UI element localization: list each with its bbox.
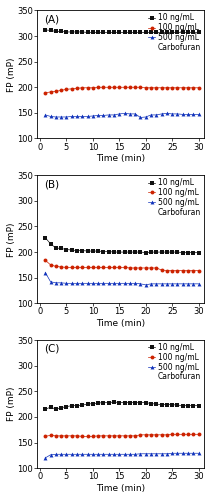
Y-axis label: FP (mP): FP (mP) (7, 57, 16, 92)
X-axis label: Time (min): Time (min) (96, 319, 145, 328)
Y-axis label: FP (mP): FP (mP) (7, 222, 16, 256)
Text: (C): (C) (44, 344, 60, 354)
Legend: 10 ng/mL, 100 ng/mL, 500 ng/mL, Carbofuran: 10 ng/mL, 100 ng/mL, 500 ng/mL, Carbofur… (146, 12, 202, 53)
Y-axis label: FP (mP): FP (mP) (7, 387, 16, 422)
X-axis label: Time (min): Time (min) (96, 154, 145, 164)
X-axis label: Time (min): Time (min) (96, 484, 145, 493)
Legend: 10 ng/mL, 100 ng/mL, 500 ng/mL, Carbofuran: 10 ng/mL, 100 ng/mL, 500 ng/mL, Carbofur… (146, 342, 202, 383)
Text: (B): (B) (44, 179, 59, 189)
Legend: 10 ng/mL, 100 ng/mL, 500 ng/mL, Carbofuran: 10 ng/mL, 100 ng/mL, 500 ng/mL, Carbofur… (146, 177, 202, 218)
Text: (A): (A) (44, 14, 59, 24)
